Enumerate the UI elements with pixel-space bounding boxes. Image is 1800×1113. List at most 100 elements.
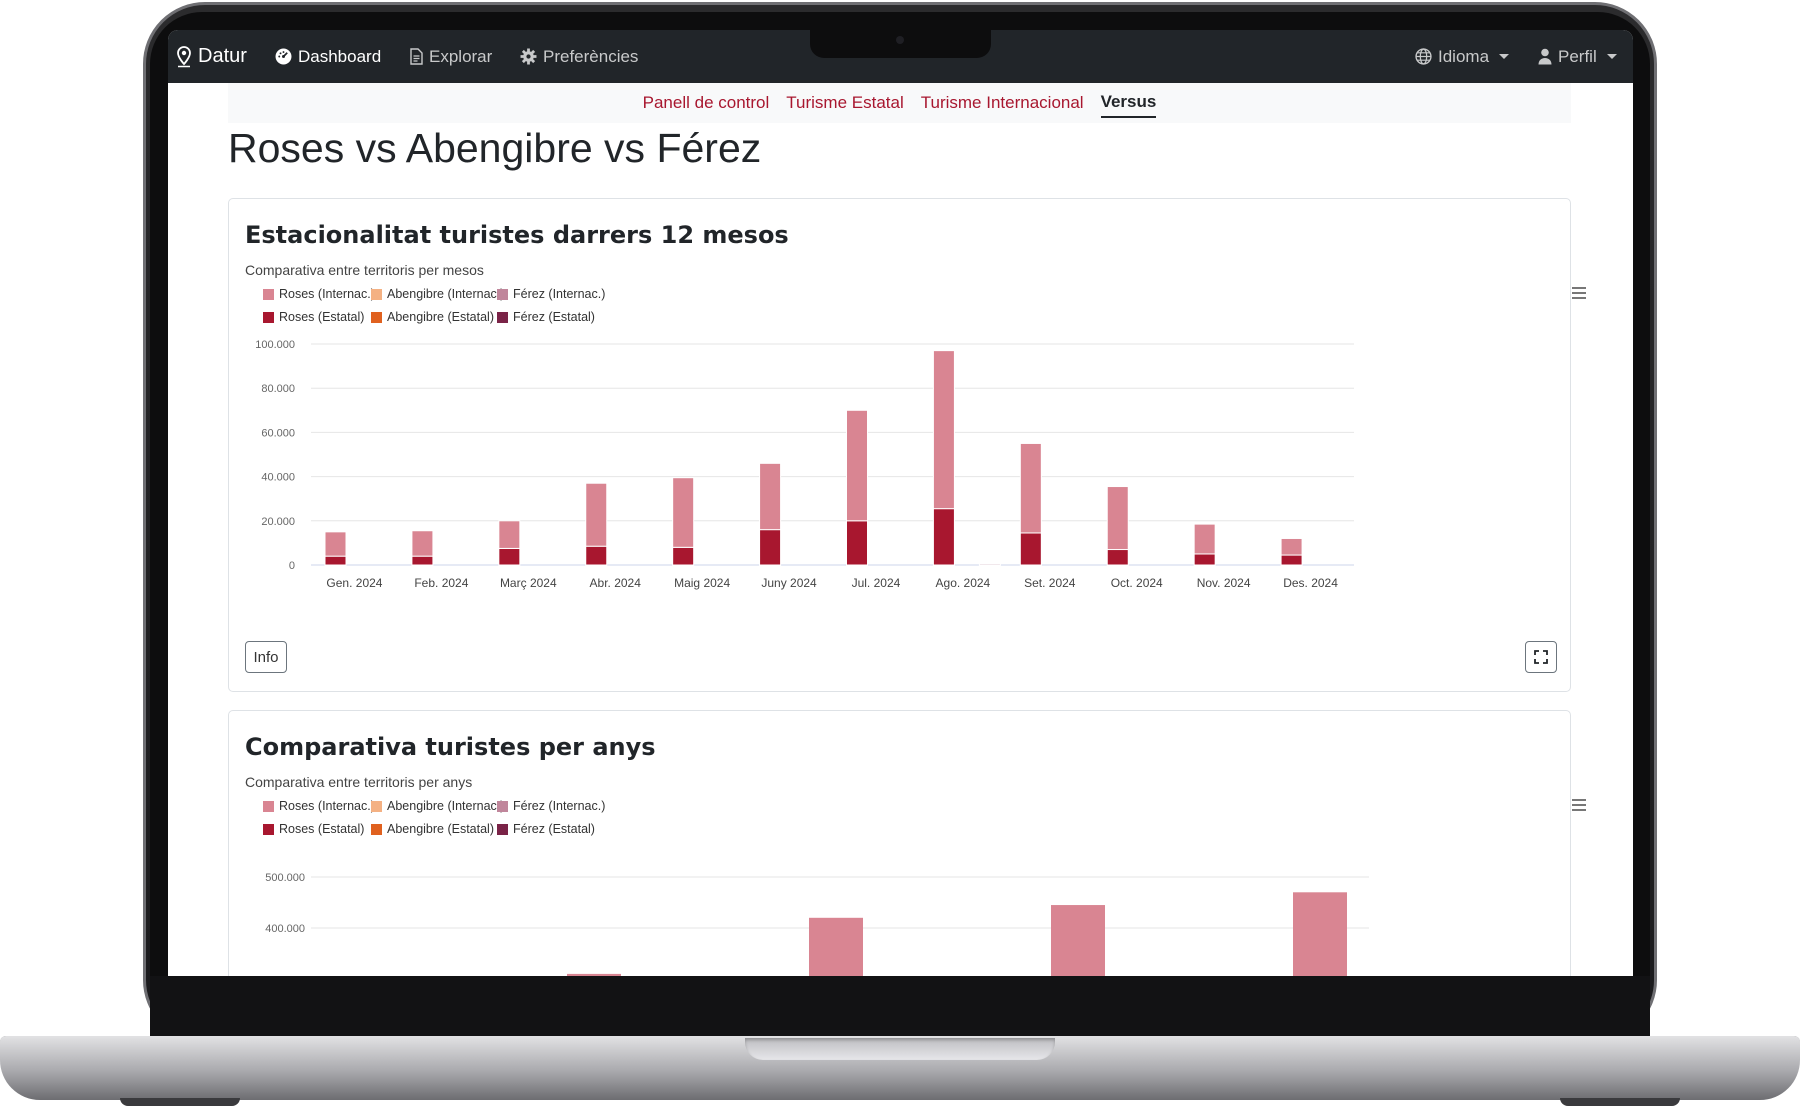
legend-label: Férez (Estatal) bbox=[513, 822, 595, 836]
legend-item[interactable]: Roses (Estatal) bbox=[263, 310, 364, 324]
legend-item[interactable]: Férez (Estatal) bbox=[497, 822, 595, 836]
page-title: Roses vs Abengibre vs Férez bbox=[228, 125, 762, 171]
legend-item[interactable]: Férez (Internac.) bbox=[497, 287, 605, 301]
x-tick-label: Maig 2024 bbox=[674, 576, 730, 590]
x-tick-label: Abr. 2024 bbox=[590, 576, 642, 590]
nav-dashboard-label: Dashboard bbox=[298, 46, 382, 66]
legend-swatch bbox=[371, 288, 382, 300]
bar-segment bbox=[1193, 523, 1216, 555]
brand-label: Datur bbox=[198, 45, 247, 67]
bar-segment bbox=[1280, 554, 1303, 566]
legend-swatch bbox=[263, 800, 274, 812]
chart-subtitle: Comparativa entre territoris per anys bbox=[245, 774, 473, 790]
bar-segment bbox=[1019, 442, 1042, 534]
bar-segment bbox=[846, 409, 868, 522]
yearly-bar-chart: 500.000 400.000 bbox=[265, 872, 1369, 976]
y-tick-label: 0 bbox=[289, 560, 295, 572]
legend-item[interactable]: Férez (Internac.) bbox=[497, 799, 605, 813]
legend-swatch bbox=[497, 800, 508, 812]
legend-item[interactable]: Abengibre (Estatal) bbox=[371, 822, 494, 836]
map-pin-icon bbox=[177, 45, 191, 67]
language-dropdown[interactable]: Idioma bbox=[1415, 30, 1510, 83]
bar-segment bbox=[1293, 892, 1347, 976]
y-tick-label: 400.000 bbox=[265, 923, 305, 935]
language-label: Idioma bbox=[1438, 46, 1490, 66]
bar-segment bbox=[932, 350, 955, 510]
app-screen: Datur Dashboard Explorar Preferències Id… bbox=[168, 30, 1633, 976]
bar-segment bbox=[324, 555, 347, 566]
camera-icon bbox=[896, 36, 904, 44]
laptop-foot-right bbox=[1560, 1098, 1680, 1106]
profile-dropdown[interactable]: Perfil bbox=[1538, 30, 1617, 83]
bezel-chin bbox=[150, 976, 1650, 1036]
bar-segment bbox=[672, 477, 695, 548]
legend-swatch bbox=[371, 800, 382, 812]
bar-segment bbox=[1051, 905, 1105, 976]
laptop-foot-left bbox=[120, 1098, 240, 1106]
x-tick-label: Juny 2024 bbox=[761, 576, 817, 590]
tab-turisme-estatal[interactable]: Turisme Estatal bbox=[786, 93, 904, 112]
legend-item[interactable]: Roses (Estatal) bbox=[263, 822, 364, 836]
legend-swatch bbox=[497, 311, 508, 323]
legend-swatch bbox=[371, 311, 382, 323]
section-tabs: Panell de control Turisme Estatal Turism… bbox=[228, 83, 1571, 123]
tab-panell-de-control[interactable]: Panell de control bbox=[642, 93, 770, 112]
bar-segment bbox=[498, 520, 521, 549]
y-tick-label: 500.000 bbox=[265, 872, 305, 884]
bar-segment bbox=[411, 530, 434, 557]
legend-label: Roses (Estatal) bbox=[279, 310, 365, 324]
nav-dashboard[interactable]: Dashboard bbox=[275, 30, 381, 83]
legend-swatch bbox=[371, 823, 382, 835]
bar-segment bbox=[1106, 486, 1129, 551]
legend-label: Roses (Estatal) bbox=[279, 822, 365, 836]
bar-segment bbox=[585, 545, 608, 566]
legend-item[interactable]: Abengibre (Internac.) bbox=[371, 287, 504, 301]
gear-icon bbox=[520, 48, 537, 65]
seasonality-bar-chart: 0 20.000 40.000 60.000 80.000 100.000 Gen. 202… bbox=[255, 339, 1354, 590]
yearly-chart-card: 500.000 400.000 Comparativa turistes per … bbox=[228, 710, 1586, 976]
laptop-lid-groove bbox=[745, 1038, 1055, 1060]
legend-item[interactable]: Roses (Internac.) bbox=[263, 287, 375, 301]
legend-swatch bbox=[263, 288, 274, 300]
legend-item[interactable]: Férez (Estatal) bbox=[497, 310, 595, 324]
bar-segment bbox=[1019, 532, 1042, 566]
legend-item[interactable]: Roses (Internac.) bbox=[263, 799, 375, 813]
document-icon bbox=[410, 48, 423, 65]
legend-label: Roses (Internac.) bbox=[279, 287, 375, 301]
x-tick-label: Nov. 2024 bbox=[1197, 576, 1251, 590]
chart-menu-icon[interactable] bbox=[1572, 287, 1586, 302]
nav-preferencies[interactable]: Preferències bbox=[520, 30, 638, 83]
legend-item[interactable]: Abengibre (Internac.) bbox=[371, 799, 504, 813]
legend-swatch bbox=[263, 311, 274, 323]
legend-swatch bbox=[497, 823, 508, 835]
y-tick-label: 100.000 bbox=[255, 339, 295, 351]
bar-segment bbox=[1193, 553, 1216, 566]
bar-segment bbox=[324, 531, 347, 557]
tab-versus[interactable]: Versus bbox=[1100, 88, 1157, 118]
x-tick-label: Ago. 2024 bbox=[936, 576, 991, 590]
x-tick-label: Març 2024 bbox=[500, 576, 557, 590]
profile-label: Perfil bbox=[1558, 46, 1597, 66]
brand-link[interactable]: Datur bbox=[176, 30, 247, 83]
y-tick-label: 40.000 bbox=[261, 472, 295, 484]
tab-turisme-internacional[interactable]: Turisme Internacional bbox=[920, 93, 1084, 112]
x-tick-label: Set. 2024 bbox=[1024, 576, 1076, 590]
x-tick-label: Des. 2024 bbox=[1283, 576, 1338, 590]
bar-segment bbox=[978, 563, 1001, 566]
fullscreen-button[interactable] bbox=[1525, 641, 1557, 673]
legend-swatch bbox=[497, 288, 508, 300]
nav-preferencies-label: Preferències bbox=[543, 46, 639, 66]
nav-explorar[interactable]: Explorar bbox=[410, 30, 492, 83]
chevron-down-icon bbox=[1606, 54, 1617, 59]
legend-swatch bbox=[263, 823, 274, 835]
bar-segment bbox=[846, 520, 868, 566]
legend-item[interactable]: Abengibre (Estatal) bbox=[371, 310, 494, 324]
chart-menu-icon[interactable] bbox=[1572, 799, 1586, 814]
legend-label: Férez (Internac.) bbox=[513, 287, 606, 301]
legend-label: Abengibre (Estatal) bbox=[387, 822, 495, 836]
y-tick-label: 60.000 bbox=[261, 427, 295, 439]
y-tick-label: 80.000 bbox=[261, 383, 295, 395]
info-button[interactable]: Info bbox=[245, 641, 287, 673]
bar-segment bbox=[585, 482, 608, 547]
bar-segment bbox=[809, 917, 863, 976]
